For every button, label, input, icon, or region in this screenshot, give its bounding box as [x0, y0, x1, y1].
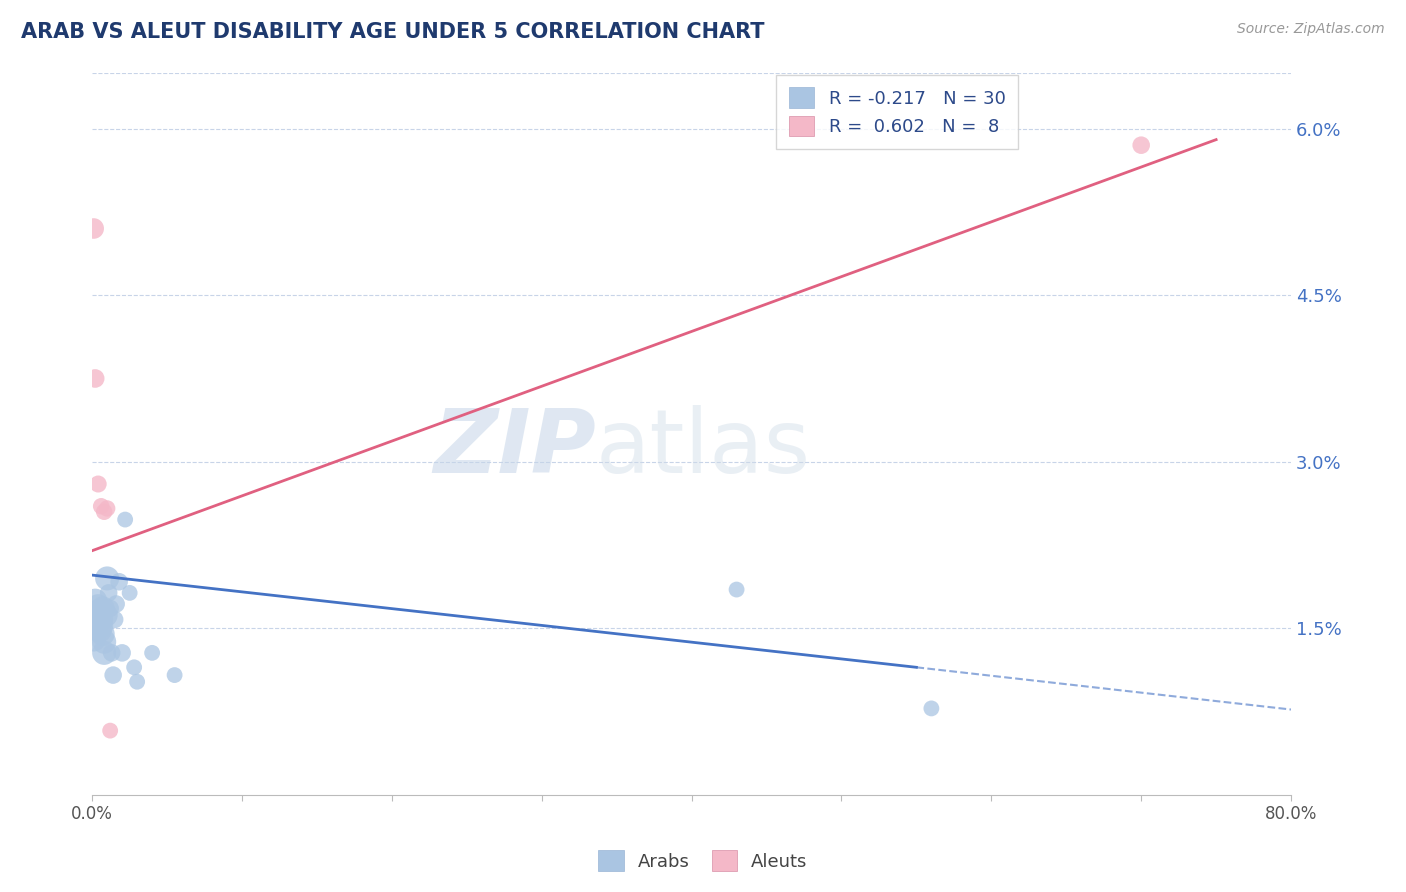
Point [83, 632, 105, 647]
Point [111, 646, 134, 660]
Point [105, 597, 128, 611]
Point [89, 624, 111, 638]
Point [122, 660, 145, 674]
Point [90, 500, 112, 514]
Point [90, 619, 112, 633]
Text: Source: ZipAtlas.com: Source: ZipAtlas.com [1237, 22, 1385, 37]
Point [87, 599, 110, 614]
Legend: R = -0.217   N = 30, R =  0.602   N =  8: R = -0.217 N = 30, R = 0.602 N = 8 [776, 75, 1018, 149]
Point [87, 477, 110, 491]
Point [98, 601, 121, 615]
Point [83, 221, 105, 235]
Point [127, 674, 149, 689]
Legend: Arabs, Aleuts: Arabs, Aleuts [591, 843, 815, 879]
Point [96, 501, 118, 516]
Point [141, 646, 163, 660]
Point [93, 505, 115, 519]
Point [114, 512, 136, 526]
Point [118, 586, 141, 600]
Point [163, 668, 186, 682]
Point [90, 613, 112, 627]
Point [91, 601, 114, 615]
Text: ZIP: ZIP [433, 405, 596, 492]
Point [97, 586, 120, 600]
Text: atlas: atlas [596, 405, 811, 492]
Point [93, 646, 115, 660]
Point [84, 593, 107, 607]
Point [920, 701, 942, 715]
Point [1130, 138, 1153, 153]
Point [98, 723, 121, 738]
Point [725, 582, 748, 597]
Point [104, 613, 127, 627]
Point [93, 634, 115, 648]
Point [100, 646, 122, 660]
Point [108, 574, 131, 589]
Point [94, 608, 117, 623]
Point [86, 605, 108, 619]
Text: ARAB VS ALEUT DISABILITY AGE UNDER 5 CORRELATION CHART: ARAB VS ALEUT DISABILITY AGE UNDER 5 COR… [21, 22, 765, 42]
Point [84, 371, 107, 385]
Point [91, 627, 114, 641]
Point [101, 668, 124, 682]
Point [96, 571, 118, 585]
Point [89, 605, 111, 619]
